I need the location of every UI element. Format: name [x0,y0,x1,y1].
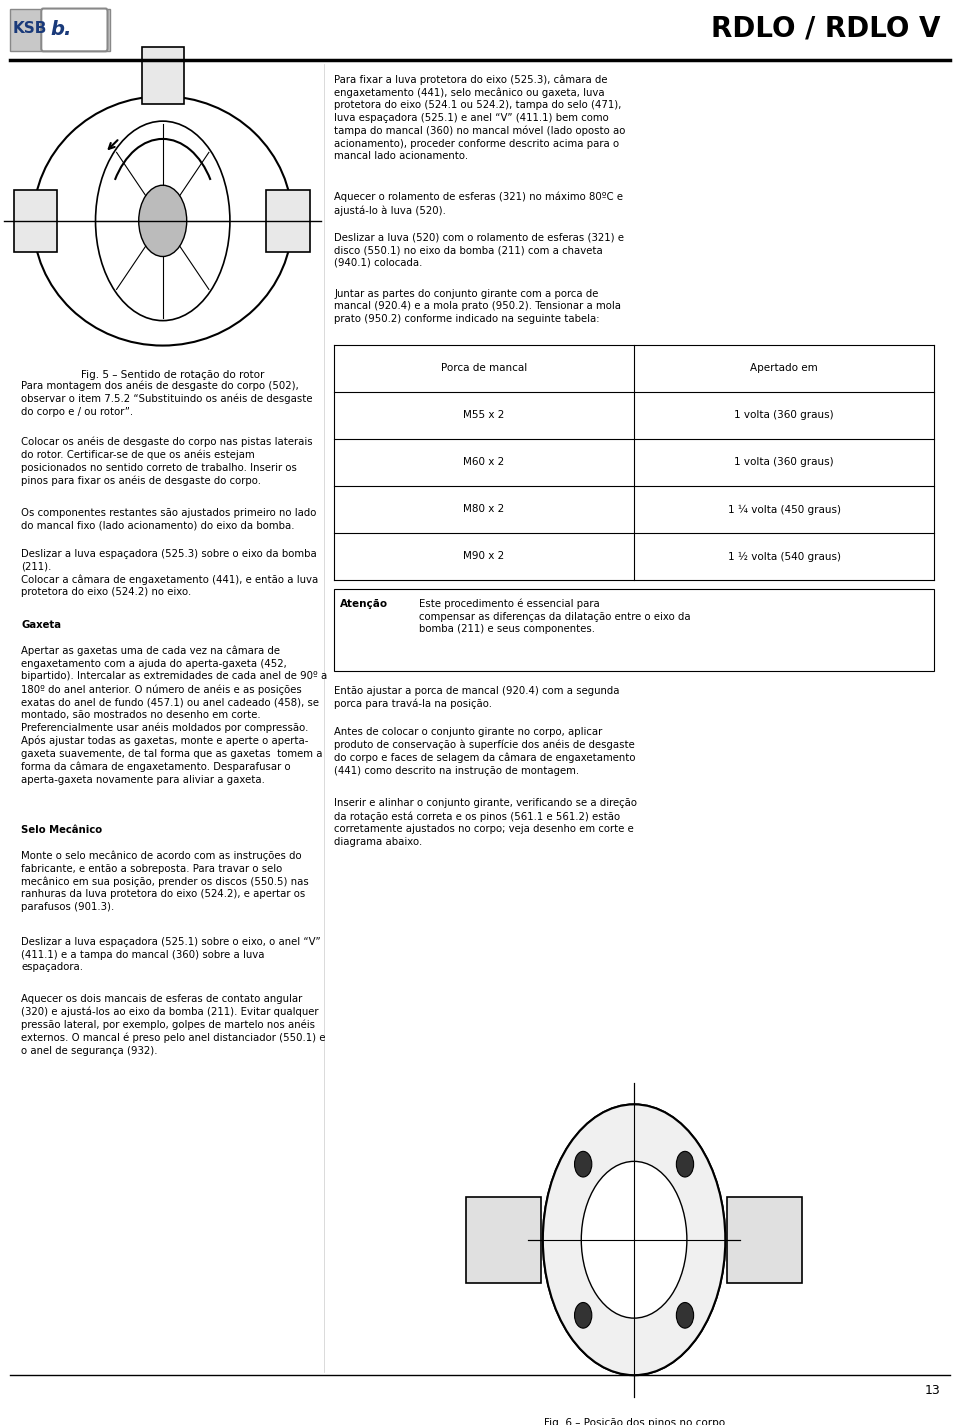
Text: M90 x 2: M90 x 2 [464,551,505,561]
Text: M80 x 2: M80 x 2 [464,504,505,514]
FancyBboxPatch shape [266,190,309,252]
Text: Atenção: Atenção [340,598,388,608]
Text: Para fixar a luva protetora do eixo (525.3), câmara de
engaxetamento (441), selo: Para fixar a luva protetora do eixo (525… [334,74,626,161]
Circle shape [677,1302,694,1328]
Text: Para montagem dos anéis de desgaste do corpo (502),
observar o item 7.5.2 “Subst: Para montagem dos anéis de desgaste do c… [21,380,313,416]
Circle shape [574,1302,591,1328]
Circle shape [542,1104,726,1375]
Text: 1 ½ volta (540 graus): 1 ½ volta (540 graus) [728,551,841,561]
Text: Este procedimento é essencial para
compensar as diferenças da dilatação entre o : Este procedimento é essencial para compe… [419,598,690,634]
Circle shape [581,1161,686,1318]
Text: Aquecer os dois mancais de esferas de contato angular
(320) e ajustá-los ao eixo: Aquecer os dois mancais de esferas de co… [21,993,325,1056]
Text: 13: 13 [925,1384,941,1398]
Text: Antes de colocar o conjunto girante no corpo, aplicar
produto de conservação à s: Antes de colocar o conjunto girante no c… [334,727,636,775]
Circle shape [677,1151,694,1177]
Text: Fig. 5 – Sentido de rotação do rotor: Fig. 5 – Sentido de rotação do rotor [81,370,264,380]
Circle shape [677,1151,694,1177]
Circle shape [581,1161,686,1318]
FancyBboxPatch shape [41,9,108,51]
Text: 1 ¼ volta (450 graus): 1 ¼ volta (450 graus) [728,504,841,514]
Text: RDLO / RDLO V: RDLO / RDLO V [711,14,941,43]
Text: 1 volta (360 graus): 1 volta (360 graus) [734,410,834,420]
Text: Monte o selo mecânico de acordo com as instruções do
fabricante, e então a sobre: Monte o selo mecânico de acordo com as i… [21,851,309,912]
Text: Selo Mecânico: Selo Mecânico [21,825,103,835]
Text: Apertar as gaxetas uma de cada vez na câmara de
engaxetamento com a ajuda do ape: Apertar as gaxetas uma de cada vez na câ… [21,646,327,785]
Text: Porca de mancal: Porca de mancal [441,363,527,373]
Text: Aquecer o rolamento de esferas (321) no máximo 80ºC e
ajustá-lo à luva (520).: Aquecer o rolamento de esferas (321) no … [334,192,623,215]
Text: Gaxeta: Gaxeta [21,620,61,630]
Text: M55 x 2: M55 x 2 [464,410,505,420]
Text: Deslizar a luva espaçadora (525.3) sobre o eixo da bomba
(211).
Colocar a câmara: Deslizar a luva espaçadora (525.3) sobre… [21,549,319,597]
FancyBboxPatch shape [728,1197,802,1282]
Circle shape [574,1302,591,1328]
Circle shape [574,1151,591,1177]
Circle shape [542,1104,726,1375]
Text: KSB: KSB [12,21,47,36]
FancyBboxPatch shape [13,190,57,252]
Circle shape [574,1151,591,1177]
Text: Os componentes restantes são ajustados primeiro no lado
do mancal fixo (lado aci: Os componentes restantes são ajustados p… [21,509,317,530]
Circle shape [677,1302,694,1328]
Text: b.: b. [51,20,72,40]
Text: Deslizar a luva espaçadora (525.1) sobre o eixo, o anel “V”
(411.1) e a tampa do: Deslizar a luva espaçadora (525.1) sobre… [21,938,321,972]
Text: Apertado em: Apertado em [750,363,818,373]
Text: Fig. 6 – Posição dos pinos no corpo: Fig. 6 – Posição dos pinos no corpo [543,1418,725,1425]
Text: Deslizar a luva (520) com o rolamento de esferas (321) e
disco (550.1) no eixo d: Deslizar a luva (520) com o rolamento de… [334,232,624,268]
Text: 1 volta (360 graus): 1 volta (360 graus) [734,457,834,467]
Text: M60 x 2: M60 x 2 [464,457,505,467]
FancyBboxPatch shape [10,9,110,51]
Circle shape [630,1233,638,1247]
Text: Então ajustar a porca de mancal (920.4) com a segunda
porca para travá-la na pos: Então ajustar a porca de mancal (920.4) … [334,687,619,710]
Text: Juntar as partes do conjunto girante com a porca de
mancal (920.4) e a mola prat: Juntar as partes do conjunto girante com… [334,289,621,323]
Text: Colocar os anéis de desgaste do corpo nas pistas laterais
do rotor. Certificar-s: Colocar os anéis de desgaste do corpo na… [21,436,313,486]
FancyBboxPatch shape [334,589,934,671]
Text: Inserir e alinhar o conjunto girante, verificando se a direção
da rotação está c: Inserir e alinhar o conjunto girante, ve… [334,798,637,846]
Circle shape [138,185,186,256]
FancyBboxPatch shape [142,47,184,104]
FancyBboxPatch shape [467,1197,541,1282]
